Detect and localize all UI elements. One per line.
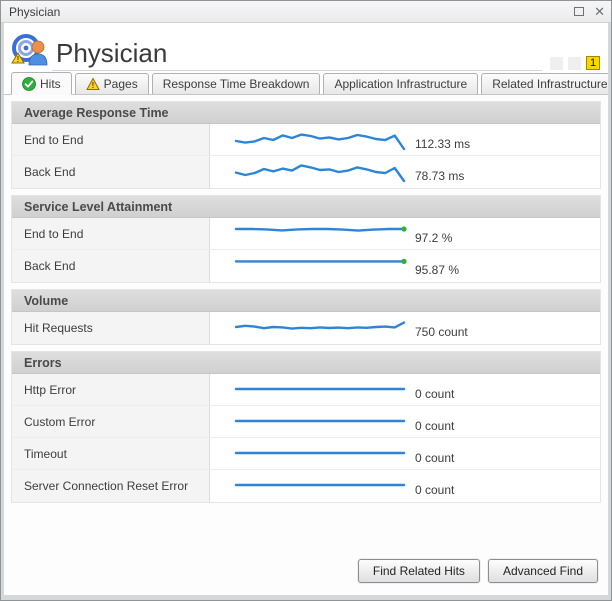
- tab-label: Pages: [103, 77, 138, 91]
- metric-label: End to End: [12, 124, 210, 155]
- close-icon[interactable]: ✕: [594, 4, 605, 19]
- sparkline-chart: [234, 225, 407, 232]
- metric-value: 750 count: [415, 325, 468, 339]
- metric-value: 0 count: [415, 386, 455, 401]
- metric-label: Server Connection Reset Error: [12, 470, 210, 502]
- alert-count-badge[interactable]: 1: [586, 56, 600, 70]
- section-average-response-time: Average Response Time End to End 112.33 ms…: [11, 101, 601, 189]
- window-body: ! Physician 1 Hits! Pages Response Time Br…: [4, 23, 608, 595]
- sparkline-chart: [234, 419, 406, 422]
- tab-bar: Hits! Pages Response Time Breakdown Applica…: [4, 71, 608, 95]
- section-header: Service Level Attainment: [12, 196, 600, 218]
- svg-text:!: !: [17, 55, 20, 64]
- metric-row-back-end[interactable]: Back End 78.73 ms: [12, 156, 600, 188]
- empty-badge: [550, 57, 563, 70]
- status-badges: 1: [542, 56, 600, 71]
- metric-label: Back End: [12, 156, 210, 188]
- metric-visual: 97.2 %: [210, 218, 600, 249]
- sparkline-chart: [234, 451, 406, 454]
- metric-label: Http Error: [12, 374, 210, 405]
- sla-endpoint-dot: [401, 225, 407, 232]
- section-header: Errors: [12, 352, 600, 374]
- metric-value: 112.33 ms: [415, 136, 471, 151]
- sla-endpoint-dot: [401, 258, 407, 264]
- metric-label: Custom Error: [12, 406, 210, 437]
- metric-row-http-error[interactable]: Http Error 0 count: [12, 374, 600, 406]
- tab-application-infrastructure[interactable]: Application Infrastructure: [323, 73, 479, 94]
- tab-label: Response Time Breakdown: [162, 77, 310, 91]
- sparkline-chart: [234, 164, 406, 183]
- metric-value: 0 count: [415, 418, 455, 433]
- metric-label: Hit Requests: [12, 312, 210, 344]
- metric-value: 0 count: [415, 483, 455, 497]
- metric-row-timeout[interactable]: Timeout 0 count: [12, 438, 600, 470]
- tab-label: Related Infrastructure: [492, 77, 608, 91]
- empty-badge: [568, 57, 581, 70]
- sparkline-chart: [234, 132, 406, 150]
- metric-visual: 750 count: [210, 312, 600, 344]
- sparkline-chart: [234, 258, 407, 264]
- metric-label: Back End: [12, 250, 210, 282]
- section-header: Average Response Time: [12, 102, 600, 124]
- metric-visual: 0 count: [210, 470, 600, 502]
- metric-visual: 0 count: [210, 406, 600, 437]
- metric-visual: 95.87 %: [210, 250, 600, 282]
- metric-row-server-connection-reset-error[interactable]: Server Connection Reset Error 0 count: [12, 470, 600, 502]
- maximize-icon[interactable]: [574, 7, 585, 16]
- sparkline-chart: [234, 387, 406, 390]
- metric-visual: 0 count: [210, 374, 600, 405]
- metric-row-end-to-end[interactable]: End to End 112.33 ms: [12, 124, 600, 156]
- metric-value: 95.87 %: [415, 263, 460, 277]
- metric-value: 0 count: [415, 450, 455, 465]
- page-title: Physician: [56, 38, 168, 69]
- metric-label: End to End: [12, 218, 210, 249]
- metric-row-custom-error[interactable]: Custom Error 0 count: [12, 406, 600, 438]
- tab-related-infrastructure[interactable]: Related Infrastructure: [481, 73, 608, 94]
- tab-label: Hits: [40, 76, 61, 91]
- metric-value: 78.73 ms: [415, 169, 465, 183]
- page-header: ! Physician 1: [4, 23, 608, 71]
- physician-target-user-icon: !: [10, 31, 52, 71]
- sparkline-chart: [234, 321, 406, 330]
- advanced-find-button[interactable]: Advanced Find: [487, 559, 598, 583]
- tab-pages[interactable]: ! Pages: [74, 73, 149, 94]
- metric-row-hit-requests[interactable]: Hit Requests 750 count: [12, 312, 600, 344]
- title-underline: Physician: [52, 39, 542, 71]
- metric-visual: 112.33 ms: [210, 124, 600, 155]
- metric-row-end-to-end[interactable]: End to End 97.2 %: [12, 218, 600, 250]
- tab-label: Application Infrastructure: [334, 77, 468, 91]
- window-controls: ✕: [574, 5, 605, 18]
- find-related-hits-button[interactable]: Find Related Hits: [357, 559, 480, 583]
- green-check-icon: [22, 76, 36, 91]
- metric-label: Timeout: [12, 438, 210, 469]
- metric-visual: 78.73 ms: [210, 156, 600, 188]
- sparkline-chart: [234, 483, 406, 487]
- footer-actions: Find Related Hits Advanced Find: [4, 555, 608, 595]
- section-errors: Errors Http Error 0 count Custom Error 0 cou…: [11, 351, 601, 503]
- title-bar: Physician ✕: [1, 1, 611, 23]
- section-header: Volume: [12, 290, 600, 312]
- tab-hits[interactable]: Hits: [11, 72, 72, 95]
- tab-response-time-breakdown[interactable]: Response Time Breakdown: [151, 73, 321, 94]
- metric-value: 97.2 %: [415, 230, 453, 245]
- section-service-level-attainment: Service Level Attainment End to End 97.2 %…: [11, 195, 601, 283]
- section-volume: Volume Hit Requests 750 count: [11, 289, 601, 345]
- metric-row-back-end[interactable]: Back End 95.87 %: [12, 250, 600, 282]
- svg-text:!: !: [91, 81, 94, 90]
- metrics-panel: Average Response Time End to End 112.33 ms…: [4, 95, 608, 555]
- warning-triangle-icon: !: [85, 77, 100, 91]
- metric-visual: 0 count: [210, 438, 600, 469]
- window-title: Physician: [9, 4, 61, 19]
